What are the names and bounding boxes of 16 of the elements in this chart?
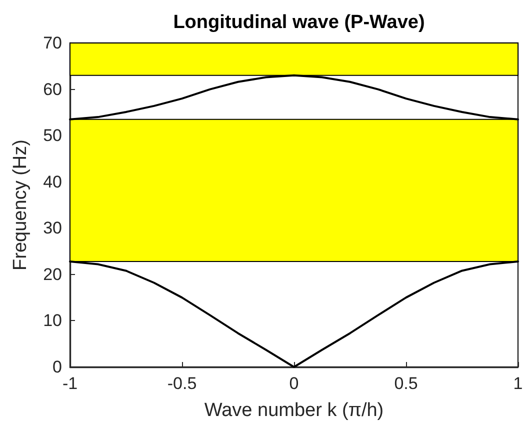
chart-title: Longitudinal wave (P-Wave): [173, 12, 425, 33]
y-tick-label: 40: [43, 172, 62, 192]
x-tick-label: 1: [513, 374, 523, 393]
y-tick-label: 30: [43, 218, 62, 238]
y-tick-label: 50: [43, 126, 62, 146]
y-tick-label: 10: [43, 311, 62, 330]
x-tick-label: 0: [289, 374, 299, 393]
x-tick-label: 0.5: [394, 374, 418, 393]
x-tick-label: -1: [62, 374, 78, 393]
y-tick-label: 70: [43, 34, 62, 52]
y-tick-label: 0: [52, 358, 62, 376]
y-tick-label: 60: [43, 80, 62, 99]
x-axis-title: Wave number k (π/h): [204, 400, 384, 421]
x-tick-label: -0.5: [167, 374, 197, 393]
y-axis-title: Frequency (Hz): [10, 140, 31, 270]
y-tick-label: 20: [43, 264, 62, 284]
